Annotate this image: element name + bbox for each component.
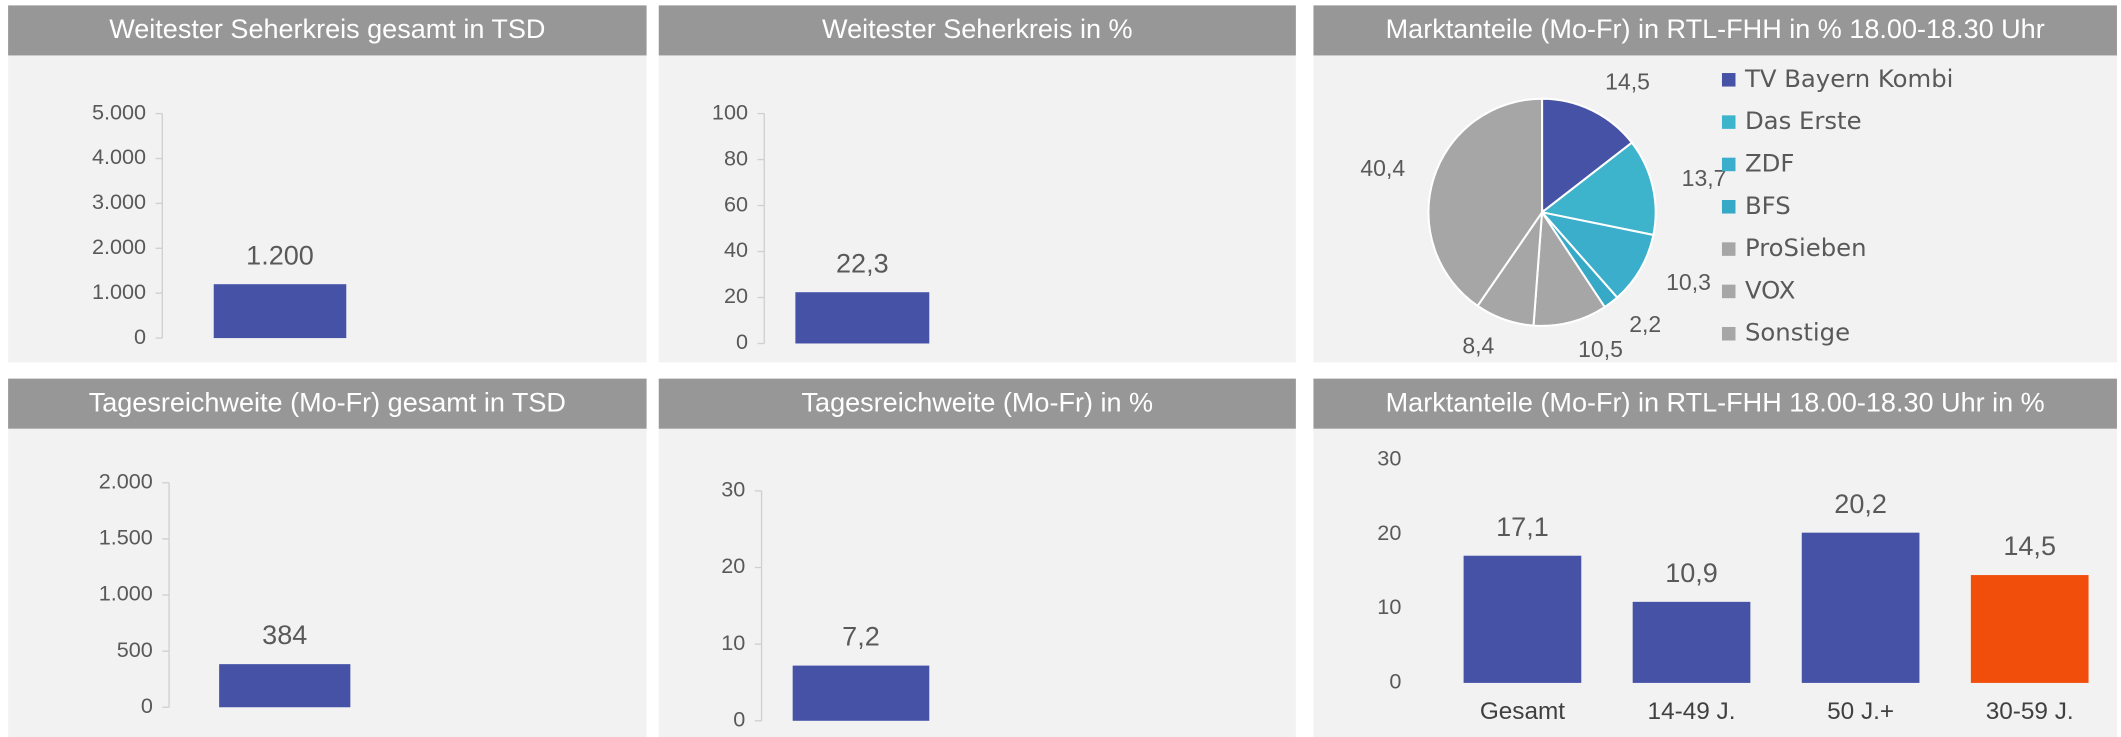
x-tick-label: Gesamt (1480, 698, 1565, 725)
y-tick-label: 40 (724, 237, 748, 262)
legend-swatch (1721, 157, 1736, 172)
value-label: 20,2 (1834, 489, 1887, 519)
legend-label: Sonstige (1745, 318, 1850, 347)
legend-swatch (1721, 326, 1736, 341)
pie-slice (1541, 97, 1634, 215)
panel-header (658, 378, 1296, 429)
bar (1463, 555, 1582, 683)
pie-label: 14,5 (1605, 69, 1650, 95)
panel-header (8, 5, 647, 56)
panel-header (1313, 5, 2117, 56)
value-label: 7,2 (842, 622, 880, 652)
chart-title: Weitester Seherkreis gesamt in TSD (109, 14, 545, 44)
panel-background (658, 378, 1296, 737)
pie-slice (1539, 210, 1655, 299)
value-label: 17,1 (1496, 512, 1549, 542)
y-tick-label: 20 (1377, 520, 1401, 545)
value-label: 22,3 (836, 248, 889, 278)
y-tick-label: 1.500 (99, 525, 153, 550)
y-tick-label: 100 (712, 99, 748, 124)
pie-label: 10,5 (1578, 336, 1623, 362)
y-tick-label: 80 (724, 145, 748, 170)
value-label: 10,9 (1665, 558, 1718, 588)
y-tick-label: 10 (1377, 594, 1401, 619)
y-tick-label: 30 (721, 477, 745, 502)
pie-label: 13,7 (1682, 165, 1727, 191)
pie-label: 40,4 (1360, 155, 1405, 181)
legend-swatch (1721, 242, 1736, 256)
y-tick-label: 2.000 (92, 234, 146, 259)
chart-title: Tagesreichweite (Mo-Fr) in % (802, 387, 1154, 417)
y-tick-label: 4.000 (92, 144, 146, 169)
pie-label: 8,4 (1462, 333, 1494, 359)
y-tick-label: 20 (724, 283, 748, 308)
legend-swatch (1721, 284, 1736, 299)
y-tick-label: 0 (733, 706, 745, 731)
legend-label: BFS (1745, 191, 1791, 220)
bar (213, 284, 347, 339)
y-tick-label: 1.000 (92, 279, 146, 304)
panel-header (1313, 378, 2117, 429)
pie-slice (1532, 209, 1607, 327)
y-tick-label: 30 (1377, 446, 1401, 471)
value-label: 14,5 (2003, 531, 2056, 561)
panel-background (658, 5, 1296, 363)
value-label: 384 (262, 620, 307, 650)
legend-label: Das Erste (1745, 106, 1862, 135)
legend-swatch (1721, 200, 1736, 214)
bar (1801, 532, 1920, 683)
panel-header (658, 5, 1296, 56)
legend-label: VOX (1745, 275, 1795, 304)
x-tick-label: 50 J.+ (1827, 698, 1894, 725)
y-tick-label: 5.000 (92, 99, 146, 124)
pie-slice (1427, 97, 1544, 308)
y-tick-label: 0 (141, 693, 153, 718)
chart-title: Tagesreichweite (Mo-Fr) gesamt in TSD (89, 387, 566, 417)
legend-label: ProSieben (1745, 233, 1867, 262)
y-tick-label: 3.000 (92, 189, 146, 214)
y-tick-label: 0 (134, 324, 146, 349)
legend-label: TV Bayern Kombi (1744, 64, 1953, 93)
y-tick-label: 0 (736, 329, 748, 354)
y-tick-label: 500 (117, 637, 153, 662)
panel-header (8, 378, 647, 429)
y-tick-label: 10 (721, 630, 745, 655)
y-tick-label: 60 (724, 191, 748, 216)
x-tick-label: 14-49 J. (1648, 698, 1736, 725)
chart-title: Weitester Seherkreis in % (822, 14, 1133, 44)
bar (1632, 601, 1751, 683)
chart-title: Marktanteile (Mo-Fr) in RTL-FHH 18.00-18… (1386, 387, 2045, 417)
bar (219, 664, 351, 708)
pie-label: 2,2 (1629, 311, 1661, 337)
y-tick-label: 1.000 (99, 581, 153, 606)
y-tick-label: 20 (721, 553, 745, 578)
legend-swatch (1721, 73, 1736, 87)
x-tick-label: 30-59 J. (1986, 698, 2074, 725)
bar (795, 292, 930, 344)
pie-label: 10,3 (1666, 269, 1711, 295)
y-tick-label: 0 (1389, 669, 1401, 694)
y-tick-label: 2.000 (99, 468, 153, 493)
value-label: 1.200 (246, 240, 314, 270)
legend-label: ZDF (1745, 148, 1794, 177)
bar (1970, 575, 2089, 683)
legend-swatch (1721, 115, 1736, 129)
bar (792, 665, 930, 721)
pie-slice (1539, 141, 1657, 237)
chart-title: Marktanteile (Mo-Fr) in RTL-FHH in % 18.… (1386, 14, 2045, 44)
